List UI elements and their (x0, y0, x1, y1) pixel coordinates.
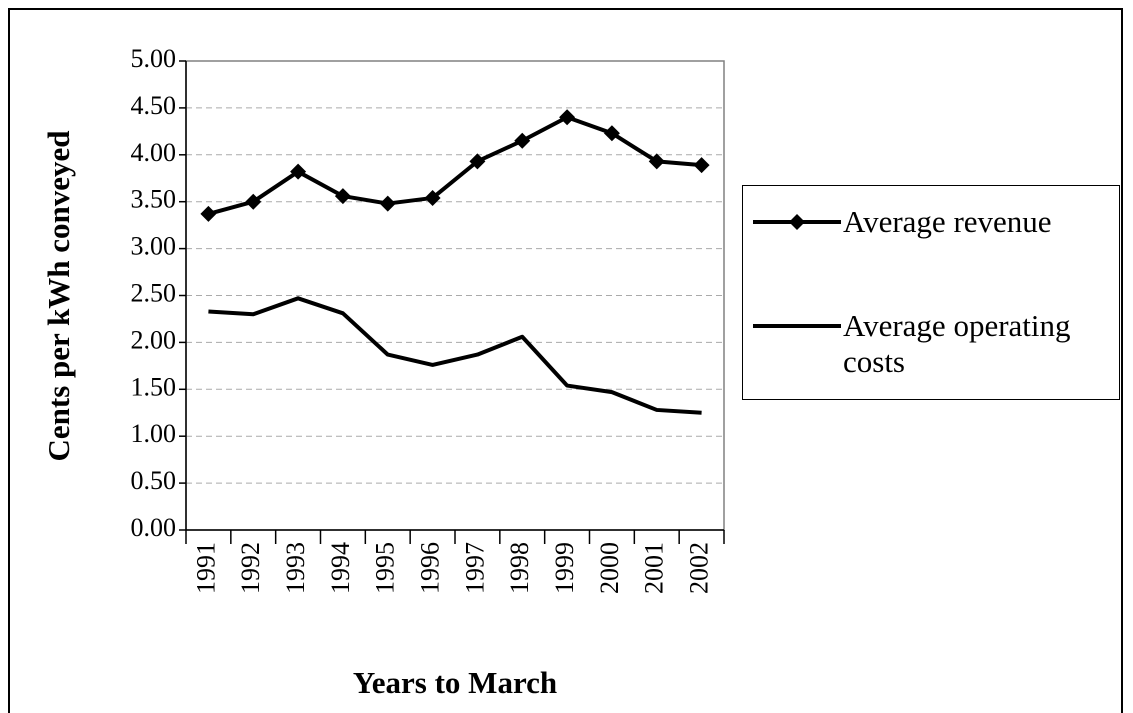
data-marker (334, 188, 351, 205)
x-tick-label: 1998 (505, 542, 534, 594)
data-marker (648, 153, 665, 170)
legend-label: Average revenue (843, 204, 1052, 239)
y-tick-label: 3.50 (131, 185, 177, 214)
y-tick-label: 0.00 (131, 513, 177, 542)
series-line (207, 115, 702, 216)
legend-swatch (753, 214, 841, 230)
data-marker (379, 195, 396, 212)
x-tick-label: 2001 (640, 542, 669, 594)
data-marker (559, 109, 576, 126)
x-tick-label: 2002 (685, 542, 714, 594)
y-tick-label: 5.00 (131, 44, 177, 73)
x-tick-label: 1992 (236, 542, 265, 594)
x-axis-title: Years to March (353, 665, 557, 700)
x-tick-label: 1996 (416, 542, 445, 594)
data-marker (693, 157, 710, 174)
x-tick-label: 1991 (191, 542, 220, 594)
x-tick-label: 1995 (371, 542, 400, 594)
y-tick-label: 3.00 (131, 232, 177, 261)
y-axis-title: Cents per kWh conveyed (41, 131, 76, 462)
y-tick-label: 4.00 (131, 138, 177, 167)
y-tick-label: 0.50 (131, 466, 177, 495)
y-tick-label: 2.50 (131, 278, 177, 307)
data-marker (424, 189, 441, 206)
x-tick-label: 1993 (281, 542, 310, 594)
legend-entry: Average revenue (751, 204, 1133, 240)
x-tick-label: 1999 (550, 542, 579, 594)
series-line (208, 296, 702, 415)
legend-label: Average operating costs (843, 308, 1071, 379)
y-tick-label: 2.00 (131, 325, 177, 354)
data-marker (200, 205, 217, 222)
y-tick-label: 1.00 (131, 419, 177, 448)
legend-marker (789, 214, 805, 230)
x-tick-label: 1997 (460, 542, 489, 594)
legend: Average revenue Average operating costs (742, 185, 1120, 400)
legend-entry: Average operating costs (751, 308, 1073, 380)
data-marker (290, 163, 307, 180)
data-marker (514, 132, 531, 149)
x-tick-label: 1994 (326, 542, 355, 594)
data-marker (603, 125, 620, 142)
y-tick-label: 4.50 (131, 91, 177, 120)
x-tick-label: 2000 (595, 542, 624, 594)
data-marker (245, 193, 262, 210)
data-marker (469, 153, 486, 170)
chart-frame (8, 8, 1123, 713)
y-tick-label: 1.50 (131, 372, 177, 401)
legend-swatch (753, 324, 841, 328)
